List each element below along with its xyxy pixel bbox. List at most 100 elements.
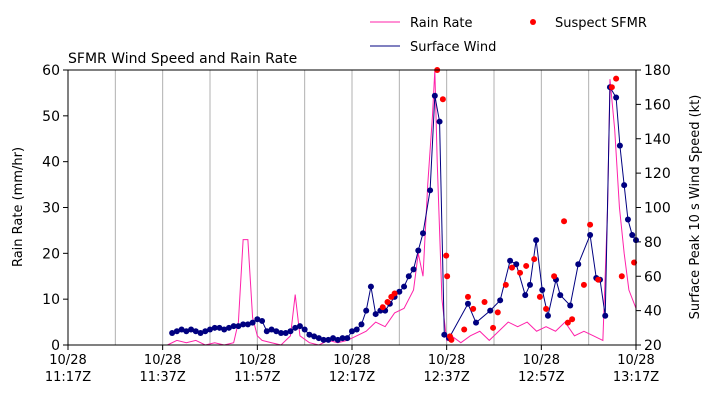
legend-label: Rain Rate — [410, 16, 473, 31]
line-1 — [171, 85, 637, 341]
legend-label: Surface Wind — [410, 40, 496, 55]
point — [349, 328, 355, 335]
point — [415, 247, 422, 254]
point — [211, 324, 218, 331]
point — [287, 328, 294, 335]
point — [202, 328, 209, 335]
point — [533, 237, 540, 244]
point — [178, 326, 185, 333]
x-tick-label: 10/28 13:17Z — [613, 353, 659, 385]
y2-tick-label: 180 — [644, 63, 671, 79]
point — [551, 273, 558, 280]
point — [613, 75, 620, 82]
point — [401, 283, 408, 290]
point — [384, 299, 391, 306]
point — [539, 287, 546, 293]
point — [587, 232, 594, 238]
point — [443, 252, 450, 259]
point — [564, 319, 571, 326]
point — [531, 256, 538, 263]
point — [431, 92, 438, 99]
y2-tick-label: 120 — [644, 166, 671, 182]
chart-title: SFMR Wind Speed and Rain Rate — [68, 51, 297, 67]
point — [427, 187, 434, 194]
point — [561, 218, 568, 225]
point — [230, 323, 237, 330]
y2-axis-label: Surface Peak 10 s Wind Speed (kt) — [688, 95, 703, 320]
point — [344, 335, 351, 342]
point — [522, 292, 529, 299]
y-tick-label: 60 — [42, 63, 60, 79]
legend-marker — [530, 19, 536, 25]
point — [464, 293, 471, 300]
point — [629, 232, 636, 238]
point — [367, 283, 374, 290]
point — [602, 312, 609, 319]
y2-tick-label: 100 — [644, 201, 671, 217]
point — [339, 335, 346, 342]
point — [507, 257, 514, 264]
y-tick-label: 20 — [42, 246, 60, 262]
point — [207, 326, 213, 333]
point — [254, 316, 261, 323]
point — [439, 96, 446, 103]
point — [169, 329, 176, 336]
point — [396, 288, 403, 295]
point — [292, 324, 299, 331]
y2-tick-label: 140 — [644, 132, 671, 148]
point — [497, 297, 504, 304]
point — [441, 331, 448, 338]
point — [526, 281, 533, 288]
x-tick-label: 10/28 11:17Z — [45, 353, 91, 385]
point — [249, 319, 256, 326]
y-tick-label: 40 — [42, 155, 60, 171]
point — [235, 323, 242, 330]
point — [580, 281, 587, 288]
point — [334, 336, 341, 343]
point — [621, 182, 628, 189]
point — [197, 329, 204, 336]
point — [325, 336, 332, 343]
point — [391, 290, 398, 297]
point — [225, 324, 232, 331]
point — [240, 321, 247, 328]
y-tick-label: 50 — [42, 109, 60, 125]
point — [379, 304, 386, 311]
point — [473, 319, 480, 326]
point — [306, 331, 313, 338]
point — [567, 302, 574, 309]
y2-tick-label: 20 — [644, 338, 662, 354]
point — [216, 324, 223, 331]
point — [173, 328, 180, 335]
point — [569, 316, 576, 323]
point — [372, 311, 379, 318]
point — [282, 329, 289, 336]
x-tick-label: 10/28 11:37Z — [139, 353, 185, 385]
point — [436, 118, 443, 125]
point — [301, 326, 308, 333]
point — [410, 266, 417, 273]
point — [624, 216, 631, 223]
y2-tick-label: 160 — [644, 97, 671, 113]
point — [259, 317, 266, 324]
point — [353, 326, 360, 333]
point — [587, 221, 594, 228]
x-tick-label: 10/28 12:57Z — [518, 353, 564, 385]
point — [508, 264, 515, 271]
point — [575, 261, 582, 268]
point — [244, 321, 251, 328]
point — [544, 312, 551, 319]
point — [296, 323, 303, 330]
point — [523, 262, 530, 269]
point — [494, 309, 501, 316]
y-tick-label: 30 — [42, 201, 60, 217]
point — [543, 305, 550, 312]
point — [536, 293, 543, 300]
x-tick-label: 10/28 11:57Z — [234, 353, 280, 385]
point — [490, 324, 497, 331]
point — [358, 321, 365, 328]
point — [608, 84, 615, 91]
point — [613, 94, 620, 101]
point — [221, 326, 228, 333]
